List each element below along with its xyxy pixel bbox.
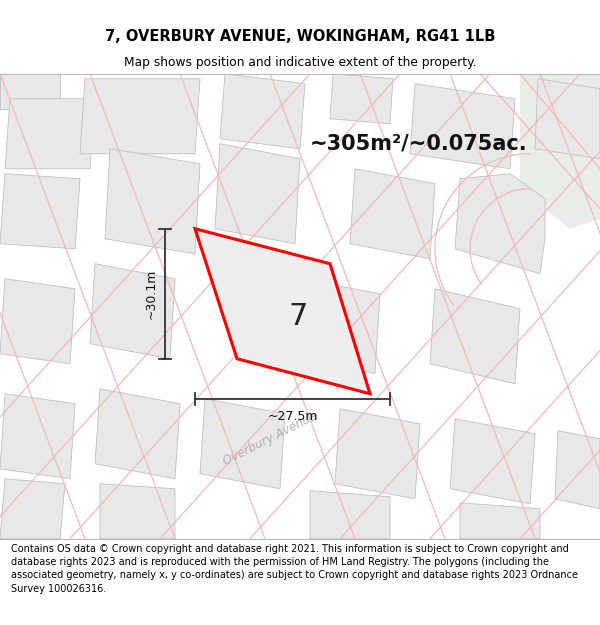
Polygon shape — [220, 74, 305, 149]
Polygon shape — [95, 389, 180, 479]
Polygon shape — [520, 74, 600, 229]
Polygon shape — [455, 174, 545, 274]
Text: Contains OS data © Crown copyright and database right 2021. This information is : Contains OS data © Crown copyright and d… — [11, 544, 578, 594]
Polygon shape — [0, 74, 60, 109]
Polygon shape — [450, 419, 535, 504]
Polygon shape — [350, 169, 435, 259]
Polygon shape — [5, 99, 95, 169]
Polygon shape — [215, 144, 300, 244]
Text: Overbury Avenue: Overbury Avenue — [221, 409, 319, 468]
Polygon shape — [330, 74, 393, 124]
Polygon shape — [0, 119, 600, 539]
Polygon shape — [90, 264, 175, 359]
Text: ~305m²/~0.075ac.: ~305m²/~0.075ac. — [310, 134, 527, 154]
Text: ~27.5m: ~27.5m — [267, 410, 318, 423]
Polygon shape — [0, 394, 75, 479]
Polygon shape — [80, 79, 200, 154]
Polygon shape — [0, 479, 65, 539]
Text: 7: 7 — [289, 302, 308, 331]
Text: 7, OVERBURY AVENUE, WOKINGHAM, RG41 1LB: 7, OVERBURY AVENUE, WOKINGHAM, RG41 1LB — [105, 29, 495, 44]
Polygon shape — [310, 491, 390, 539]
Polygon shape — [105, 149, 200, 254]
Polygon shape — [0, 279, 75, 364]
Text: ~30.1m: ~30.1m — [145, 269, 157, 319]
Polygon shape — [295, 279, 380, 374]
Polygon shape — [0, 174, 80, 249]
Polygon shape — [460, 503, 540, 539]
Polygon shape — [195, 229, 370, 394]
Polygon shape — [430, 289, 520, 384]
Polygon shape — [100, 484, 175, 539]
Polygon shape — [410, 84, 515, 169]
Polygon shape — [200, 399, 285, 489]
Polygon shape — [335, 409, 420, 499]
Text: Map shows position and indicative extent of the property.: Map shows position and indicative extent… — [124, 56, 476, 69]
Polygon shape — [555, 431, 600, 509]
Polygon shape — [535, 79, 600, 159]
Polygon shape — [0, 199, 50, 339]
